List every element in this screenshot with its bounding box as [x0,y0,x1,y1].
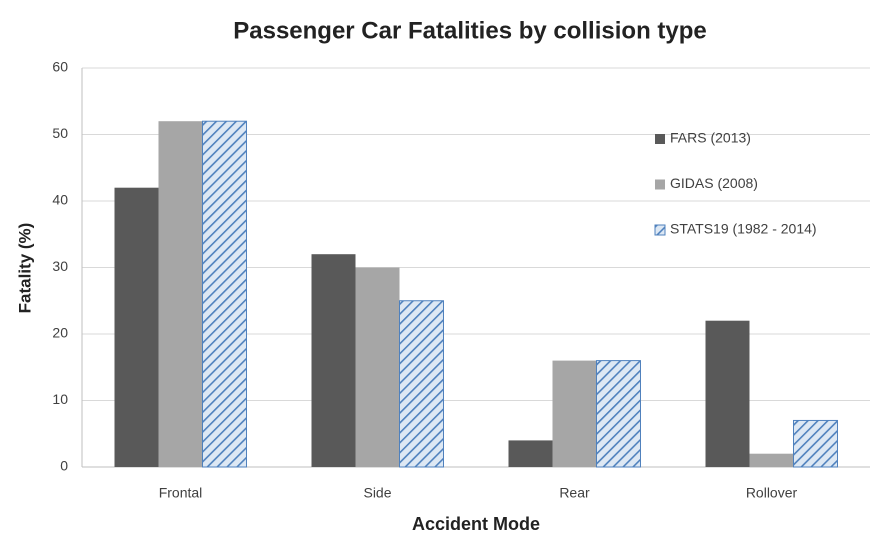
bar [749,453,794,467]
legend-swatch [655,134,665,144]
bar [595,360,641,468]
x-tick-label: Rear [559,485,590,501]
legend-label: STATS19 (1982 - 2014) [670,221,817,237]
legend-label: GIDAS (2008) [670,175,758,191]
x-tick-label: Side [363,485,391,501]
x-axis-label: Accident Mode [412,514,540,534]
x-tick-label: Frontal [159,485,203,501]
bar [552,360,597,467]
legend-label: FARS (2013) [670,130,751,146]
y-tick-label: 40 [52,192,68,208]
y-tick-label: 20 [52,325,68,341]
bar [201,120,247,468]
bar [114,187,159,467]
bar [311,254,356,467]
y-tick-label: 60 [52,59,68,75]
bar [705,320,750,467]
bar [792,419,838,468]
bar [508,440,553,467]
y-tick-label: 10 [52,391,68,407]
legend-swatch [654,224,666,236]
y-tick-label: 30 [52,258,68,274]
bar [355,267,400,467]
y-tick-label: 0 [60,458,68,474]
x-tick-label: Rollover [746,485,798,501]
y-axis-label: Fatality (%) [15,223,34,314]
chart-title: Passenger Car Fatalities by collision ty… [233,17,707,44]
y-tick-label: 50 [52,125,68,141]
legend-swatch [655,179,665,190]
bar [398,300,444,468]
bar [158,121,203,467]
